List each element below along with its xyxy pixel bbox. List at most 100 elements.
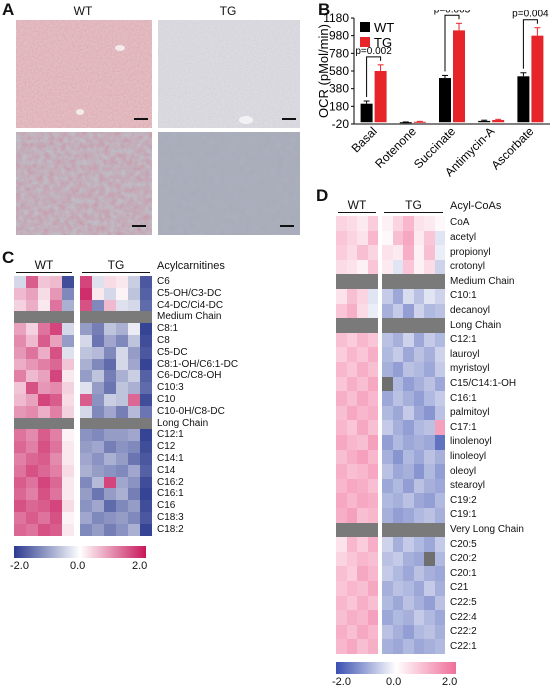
heatmap-cell xyxy=(357,332,368,348)
heatmap-cell xyxy=(38,512,50,524)
heatmap-cell xyxy=(392,230,403,246)
group-underline xyxy=(16,272,72,273)
heatmap-cell xyxy=(382,464,393,479)
heatmap-cell xyxy=(367,420,378,435)
heatmap-cell xyxy=(116,370,128,383)
separator-band xyxy=(14,417,74,430)
separator-band xyxy=(336,318,378,333)
heatmap-cell xyxy=(62,358,74,371)
heatmap-cell xyxy=(104,488,116,501)
heatmap-cell xyxy=(92,394,104,406)
heatmap-cell xyxy=(116,299,128,312)
heatmap-cell xyxy=(104,441,116,453)
heatmap-cell xyxy=(38,488,50,501)
heatmap-cell xyxy=(367,449,378,465)
heatmap-cell xyxy=(80,370,92,383)
heatmap-cell xyxy=(336,230,347,246)
heatmap-cell xyxy=(382,595,393,611)
heatmap-cell xyxy=(140,476,152,489)
heatmap-cell xyxy=(336,435,347,450)
row-label: stearoyl xyxy=(450,480,486,492)
heatmap-cell xyxy=(346,245,357,260)
significance-bracket xyxy=(366,56,382,98)
heatmap-cell xyxy=(346,551,357,567)
bar-wt xyxy=(478,120,491,123)
heatmap-cell xyxy=(80,429,92,442)
heatmap-cell xyxy=(116,287,128,300)
heatmap-cell xyxy=(62,287,74,300)
heatmap-cell xyxy=(104,523,116,536)
heatmap-cell xyxy=(128,287,140,300)
heatmap-cell xyxy=(357,478,368,494)
heatmap-cell xyxy=(346,639,357,654)
heatmap-cell xyxy=(50,405,62,418)
heatmap-cell xyxy=(336,259,347,275)
heatmap-cell xyxy=(336,624,347,640)
heatmap-cell xyxy=(413,595,424,611)
heatmap-cell xyxy=(392,245,403,260)
heatmap-cell xyxy=(434,332,445,348)
heatmap-cell xyxy=(14,429,26,442)
row-label: C8:1 xyxy=(157,323,179,335)
heatmap-cell xyxy=(50,464,62,477)
heatmap-cell xyxy=(403,405,414,421)
heatmap-cell xyxy=(62,500,74,512)
row-label: crotonyl xyxy=(450,261,486,273)
heatmap-cell xyxy=(403,303,414,319)
micrograph-wt-high xyxy=(16,132,152,235)
row-label: linoleoyl xyxy=(450,450,487,462)
heatmap-cell xyxy=(62,488,74,501)
heatmap-cell xyxy=(346,362,357,377)
heatmap-cell xyxy=(128,464,140,477)
y-tick-label: -20 xyxy=(332,117,350,131)
heatmap-cell xyxy=(382,624,393,640)
heatmap-cell xyxy=(413,245,424,260)
heatmap-cell xyxy=(38,346,50,359)
heatmap-cell xyxy=(367,493,378,508)
heatmap-cell xyxy=(38,323,50,335)
heatmap-cell xyxy=(62,512,74,524)
heatmap-cell xyxy=(104,382,116,394)
heatmap-cell xyxy=(62,394,74,406)
heatmap-cell xyxy=(413,435,424,450)
heatmap-cell xyxy=(434,435,445,450)
row-label: Long Chain xyxy=(157,417,209,429)
heatmap-cell xyxy=(434,566,445,581)
heatmap-cell xyxy=(62,299,74,312)
heatmap-cell xyxy=(424,420,435,435)
heatmap-cell xyxy=(116,429,128,442)
heatmap-cell xyxy=(336,551,347,567)
heatmap-cell xyxy=(346,581,357,596)
heatmap-cell xyxy=(357,245,368,260)
heatmap-cell xyxy=(80,382,92,394)
heatmap-cell xyxy=(50,394,62,406)
heatmap-cell xyxy=(434,493,445,508)
y-tick-label: 180 xyxy=(329,99,349,113)
heatmap-cell xyxy=(116,523,128,536)
row-label: C8:1-OH/C6:1-DC xyxy=(157,358,239,370)
separator-band xyxy=(14,311,74,324)
heatmap-cell xyxy=(413,259,424,275)
heatmap-cell xyxy=(116,512,128,524)
heatmap-cell xyxy=(403,245,414,260)
micrograph-wt-high-svg xyxy=(16,132,152,235)
row-label: C10:3 xyxy=(157,382,184,394)
heatmap-cell xyxy=(92,476,104,489)
heatmap-cell xyxy=(92,512,104,524)
heatmap-cell xyxy=(357,639,368,654)
heatmap-cell xyxy=(80,476,92,489)
legend-label: TG xyxy=(374,35,392,50)
heatmap-cell xyxy=(26,523,38,536)
group-label-wt: WT xyxy=(34,258,54,272)
heatmap-cell xyxy=(434,508,445,523)
heatmap-cell xyxy=(62,476,74,489)
heatmap-cell xyxy=(413,362,424,377)
bar-tg xyxy=(492,120,505,123)
heatmap-cell xyxy=(367,405,378,421)
heatmap-cell xyxy=(434,595,445,611)
heatmap-cell xyxy=(424,624,435,640)
p-value-label: p=0.002 xyxy=(355,46,392,57)
heatmap-cell xyxy=(357,420,368,435)
row-label: C22:2 xyxy=(450,626,477,638)
heatmap-cell xyxy=(357,449,368,465)
